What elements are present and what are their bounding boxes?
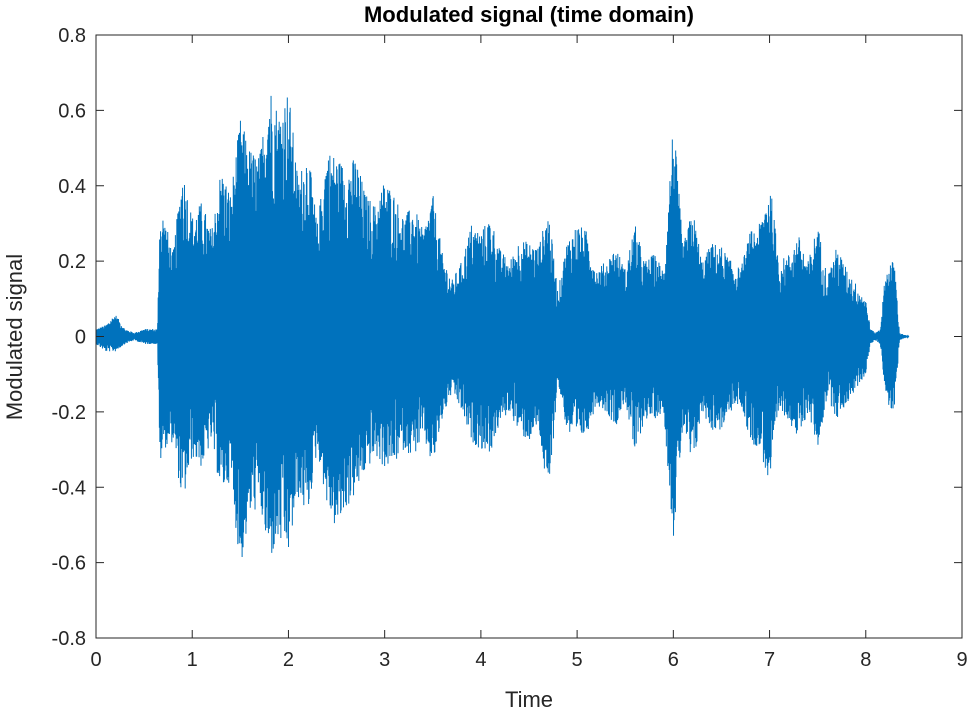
y-tick-label: -0.8 bbox=[52, 628, 86, 650]
x-tick-label: 3 bbox=[379, 649, 390, 671]
y-tick-label: 0.8 bbox=[58, 25, 86, 47]
signal-line bbox=[95, 95, 910, 558]
signal-layer bbox=[95, 95, 910, 558]
y-tick-label: 0.6 bbox=[58, 100, 86, 122]
chart-title: Modulated signal (time domain) bbox=[364, 2, 694, 27]
y-tick-label: 0.2 bbox=[58, 251, 86, 273]
y-tick-label: 0.4 bbox=[58, 176, 86, 198]
y-tick-label: -0.4 bbox=[52, 477, 86, 499]
y-tick-label: -0.2 bbox=[52, 402, 86, 424]
y-tick-label: -0.6 bbox=[52, 553, 86, 575]
x-tick-label: 6 bbox=[668, 649, 679, 671]
x-tick-label: 0 bbox=[90, 649, 101, 671]
x-tick-label: 5 bbox=[572, 649, 583, 671]
x-tick-label: 9 bbox=[956, 649, 967, 671]
x-tick-label: 7 bbox=[764, 649, 775, 671]
y-tick-label: 0 bbox=[75, 327, 86, 349]
x-tick-label: 4 bbox=[475, 649, 486, 671]
x-tick-label: 2 bbox=[283, 649, 294, 671]
ticks-layer: 0 1 2 3 4 5 6 7 8 9 -0.8 -0.6 -0.4 -0.2 0 0.2 0.4 0.6 0.8 bbox=[52, 25, 968, 671]
x-tick-label: 1 bbox=[187, 649, 198, 671]
x-tick-label: 8 bbox=[860, 649, 871, 671]
x-axis-label: Time bbox=[505, 687, 553, 712]
y-axis-label: Modulated signal bbox=[2, 254, 27, 420]
